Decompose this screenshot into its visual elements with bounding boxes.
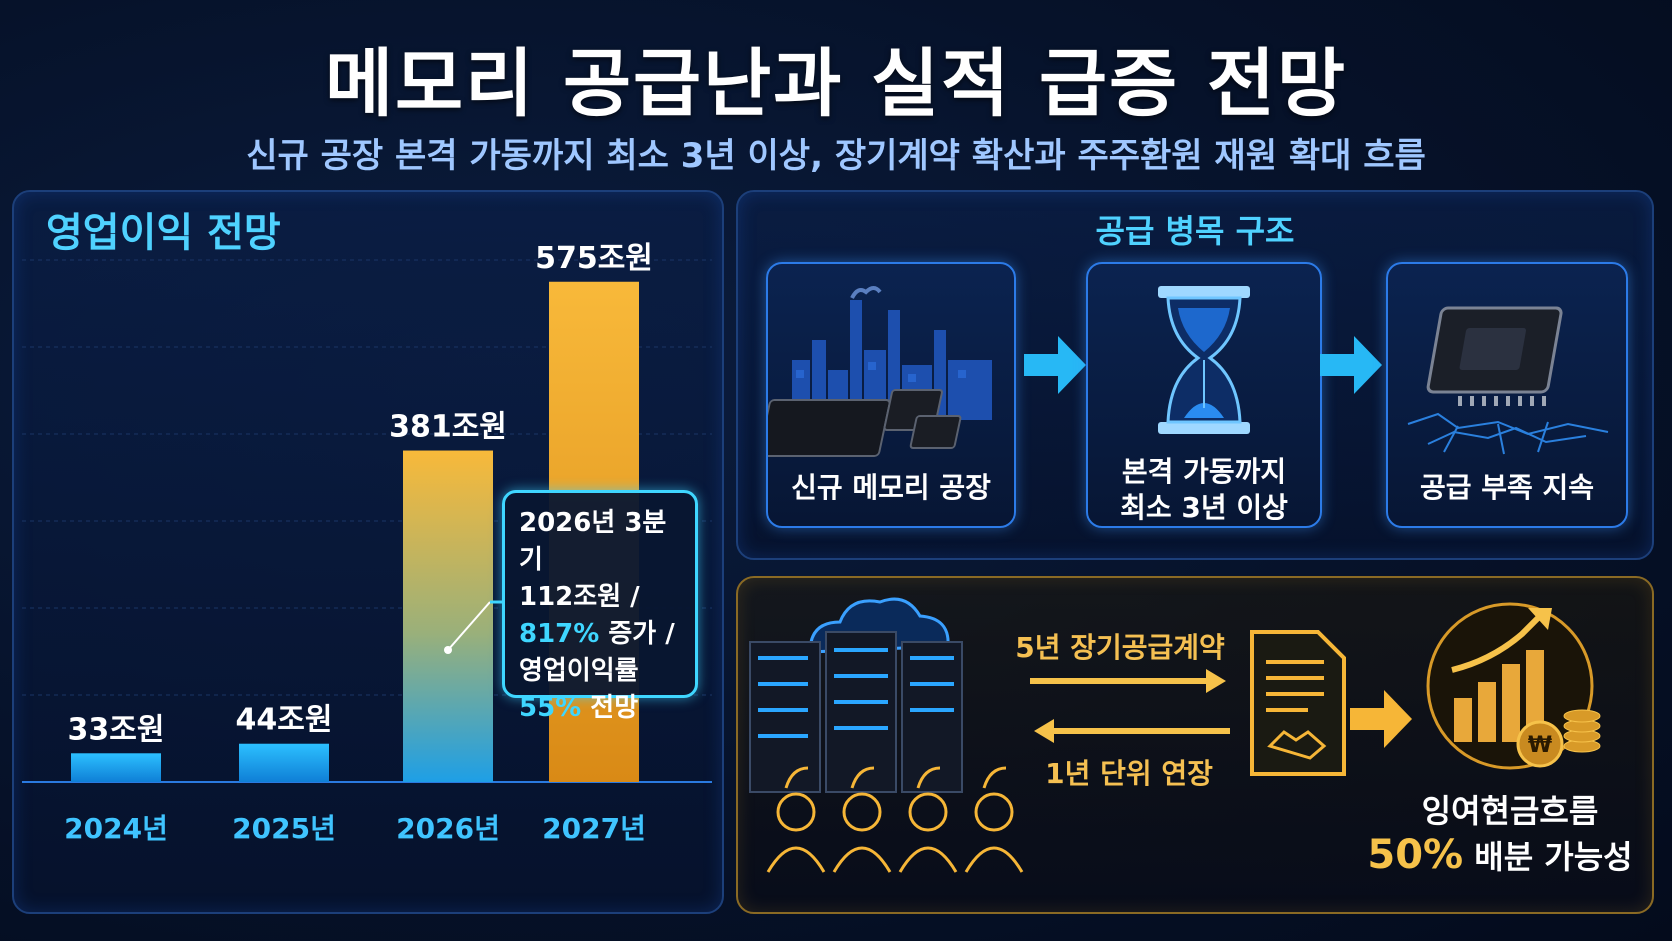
annual-renewal-label: 1년 단위 연장 xyxy=(1045,757,1213,790)
supply-flow-title: 공급 병목 구조 xyxy=(1095,212,1295,250)
fcf-distribution-text: 배분 가능성 xyxy=(1463,838,1633,876)
callout-line4: 영업이익률 xyxy=(519,656,639,686)
flow-step1-label: 신규 메모리 공장 xyxy=(791,471,991,504)
q3-2026-callout: 2026년 3분기 112조원 / 817% 증가 / 영업이익률 55% 전망 xyxy=(502,490,698,723)
page-subtitle: 신규 공장 본격 가동까지 최소 3년 이상, 장기계약 확산과 주주환원 재원… xyxy=(246,136,1426,176)
callout-line3: 817% 증가 / xyxy=(519,616,681,653)
hourglass-icon xyxy=(1158,286,1250,434)
contract-document-icon xyxy=(1250,630,1346,776)
long-term-contract-label: 5년 장기공급계약 xyxy=(1015,631,1225,664)
callout-line5: 55% 전망 xyxy=(519,690,681,727)
flow-arrow-1-icon xyxy=(1024,336,1086,394)
callout-growth-text: 증가 / xyxy=(599,619,675,649)
svg-text:₩: ₩ xyxy=(1528,733,1552,758)
value-label: 381조원 xyxy=(389,410,507,445)
callout-line2: 112조원 / xyxy=(519,582,640,612)
arrow-right-icon xyxy=(1030,669,1226,693)
flow-step-new-factory: 신규 메모리 공장 xyxy=(766,262,1016,528)
cracked-chip-icon xyxy=(1407,306,1609,455)
flow-step2-label-line1: 본격 가동까지 xyxy=(1121,455,1287,488)
factory-chip-icon xyxy=(768,286,992,457)
flow-step-shortage: 공급 부족 지속 xyxy=(1386,262,1628,528)
flow-step-lead-time: 본격 가동까지 최소 3년 이상 xyxy=(1086,262,1322,528)
page-title: 메모리 공급난과 실적 급증 전망 xyxy=(324,41,1348,127)
customers-icon xyxy=(766,766,1024,873)
callout-growth-value: 817% xyxy=(519,619,600,649)
growth-coins-icon: ₩ xyxy=(1426,602,1601,770)
category-label: 2027년 xyxy=(542,812,646,845)
fcf-label: 잉여현금흐름 xyxy=(1421,792,1599,830)
server-cloud-icon xyxy=(749,597,963,793)
value-label: 33조원 xyxy=(68,712,165,747)
category-label: 2024년 xyxy=(64,812,168,845)
bar-2025년 xyxy=(239,743,329,782)
flow-arrow-2-icon xyxy=(1320,336,1382,394)
arrow-to-result-icon xyxy=(1350,690,1412,748)
callout-margin-text: 전망 xyxy=(581,693,639,723)
callout-line1: 2026년 3분기 xyxy=(519,508,667,575)
chart-panel-title: 영업이익 전망 xyxy=(46,210,281,256)
flow-step2-label-line2: 최소 3년 이상 xyxy=(1120,491,1288,524)
category-label: 2025년 xyxy=(232,812,336,845)
fcf-percent: 50% xyxy=(1367,832,1464,878)
fcf-distribution: 50% 배분 가능성 xyxy=(1350,832,1650,878)
arrow-left-icon xyxy=(1034,719,1230,743)
chart-labels: 33조원 2024년 44조원 2025년 381조원 2026년 575조원 2027년 xyxy=(64,241,653,845)
value-label: 44조원 xyxy=(236,703,333,738)
bar-2024년 xyxy=(71,753,161,782)
value-label: 575조원 xyxy=(535,241,653,276)
flow-step3-label: 공급 부족 지속 xyxy=(1419,471,1595,504)
category-label: 2026년 xyxy=(396,812,500,845)
callout-margin-value: 55% xyxy=(519,693,582,723)
